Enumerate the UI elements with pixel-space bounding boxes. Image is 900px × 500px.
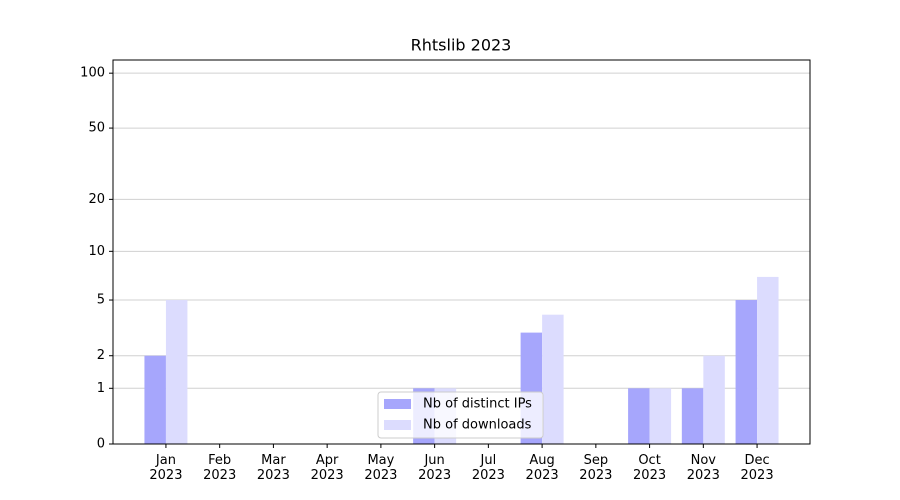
legend-swatch [384, 420, 411, 430]
legend: Nb of distinct IPs Nb of downloads [377, 391, 544, 439]
y-tick-label: 5 [97, 293, 105, 308]
x-tick-label: Jul 2023 [471, 453, 505, 483]
bar [757, 276, 779, 444]
y-tick-label: 50 [88, 121, 105, 136]
bar [649, 388, 672, 444]
bar [144, 355, 166, 444]
legend-swatch [384, 399, 411, 409]
x-tick-label: May 2023 [364, 453, 398, 483]
y-tick-label: 100 [80, 66, 105, 81]
legend-label: Nb of downloads [423, 418, 532, 433]
bar [735, 300, 758, 444]
x-tick-label: Mar 2023 [256, 453, 290, 483]
x-tick-label: Sep 2023 [579, 453, 613, 483]
y-tick-label: 1 [97, 381, 105, 396]
x-tick-label: Nov 2023 [686, 453, 720, 483]
bar [681, 388, 704, 444]
x-tick-label: Oct 2023 [633, 453, 667, 483]
x-tick-label: Apr 2023 [310, 453, 344, 483]
bar [542, 314, 564, 444]
bar [165, 300, 188, 444]
x-tick-label: Feb 2023 [203, 453, 237, 483]
plot-frame [112, 59, 811, 445]
legend-box [377, 391, 544, 439]
legend-label: Nb of distinct IPs [423, 397, 532, 412]
y-tick-label: 10 [88, 244, 105, 259]
bar [703, 355, 725, 444]
x-tick-label: Dec 2023 [740, 453, 774, 483]
bar [628, 388, 650, 444]
y-tick-label: 2 [97, 348, 105, 363]
x-tick-label: Jan 2023 [149, 453, 183, 483]
chart-title: Rhtslib 2023 [411, 36, 512, 55]
y-tick-label: 0 [97, 437, 105, 452]
y-tick-label: 20 [88, 192, 105, 207]
x-tick-label: Jun 2023 [418, 453, 452, 483]
x-tick-label: Aug 2023 [525, 453, 559, 483]
